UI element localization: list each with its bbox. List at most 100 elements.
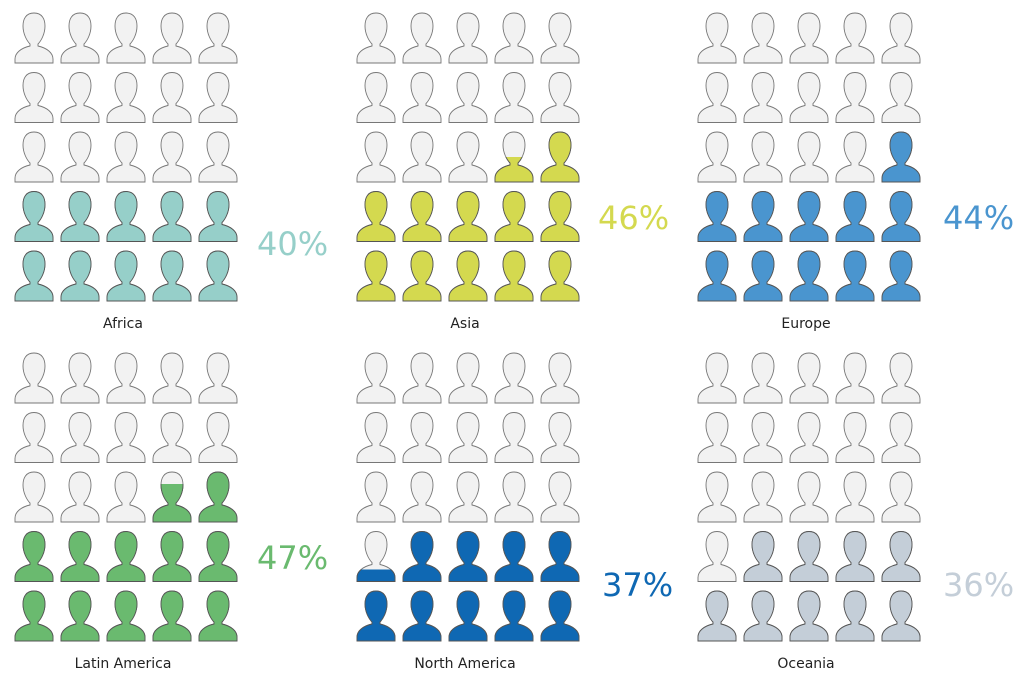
person-icon [540,72,580,123]
person-icon [60,531,100,582]
person-icon [106,412,146,463]
person-icon [152,12,192,64]
person-icon [60,12,100,64]
person-icon [356,12,396,64]
person-icon [743,131,783,183]
person-icon [106,191,146,242]
percent-label: 40% [257,225,328,263]
person-icon [60,191,100,242]
person-icon [881,531,921,582]
person-icon [494,352,534,404]
person-icon [697,352,737,404]
person-icon [402,471,442,523]
person-icon [789,131,829,183]
person-icon [697,131,737,183]
person-icon [494,471,534,523]
person-icon [881,72,921,123]
person-icon [402,72,442,123]
person-icon [448,250,488,302]
person-icon [743,191,783,242]
person-icon [743,12,783,64]
percent-label: 46% [598,199,669,237]
person-icon [106,590,146,642]
person-icon [60,352,100,404]
person-icon [356,412,396,463]
person-icon [198,191,238,242]
person-icon [789,250,829,302]
person-icon [540,191,580,242]
person-icon [743,250,783,302]
person-icon [448,590,488,642]
person-icon [743,531,783,582]
person-icon [494,412,534,463]
person-icon [835,412,875,463]
person-icon [494,12,534,64]
person-icon [106,131,146,183]
person-icon [356,191,396,242]
person-icon [448,72,488,123]
person-icon [743,590,783,642]
person-icon [198,352,238,404]
person-icon [152,590,192,642]
person-icon [881,250,921,302]
person-icon [448,12,488,64]
person-icon [835,250,875,302]
person-icon [881,131,921,183]
person-icon [14,471,54,523]
region-label: Asia [450,316,479,332]
person-icon [198,531,238,582]
person-icon [540,12,580,64]
person-icon [789,471,829,523]
percent-label: 47% [257,539,328,577]
person-icon [743,352,783,404]
person-icon [198,250,238,302]
person-icon [881,352,921,404]
person-icon [198,471,238,523]
person-icon [402,131,442,183]
region-label: Latin America [75,656,172,672]
person-icon [14,191,54,242]
person-icon [152,191,192,242]
person-icon [494,531,534,582]
person-icon [198,131,238,183]
person-icon [198,590,238,642]
person-icon [835,72,875,123]
person-icon [152,352,192,404]
person-icon [835,12,875,64]
panel-africa: 40% Africa [14,12,328,332]
person-icon [540,531,580,582]
person-icon [835,131,875,183]
person-icon [152,72,192,123]
person-icon [106,471,146,523]
person-icon [356,471,396,523]
person-icon [448,191,488,242]
person-icon [881,412,921,463]
person-icon [356,72,396,123]
person-icon [448,412,488,463]
person-icon [356,131,396,183]
person-icon [198,72,238,123]
person-icon [106,72,146,123]
person-icon [152,531,192,582]
person-icon [494,191,534,242]
person-icon [14,250,54,302]
region-label: North America [414,656,515,672]
panel-latin-america: 47% Latin America [14,352,328,672]
person-icon [402,191,442,242]
person-icon [448,471,488,523]
person-icon [789,412,829,463]
person-icon [106,12,146,64]
person-icon [881,191,921,242]
person-icon [697,531,737,582]
person-icon [356,250,396,302]
person-icon [60,250,100,302]
person-icon [14,72,54,123]
person-icon [402,590,442,642]
person-icon [198,12,238,64]
person-icon [835,590,875,642]
person-icon [881,471,921,523]
person-icon [789,590,829,642]
person-icon [60,471,100,523]
person-icon [402,531,442,582]
